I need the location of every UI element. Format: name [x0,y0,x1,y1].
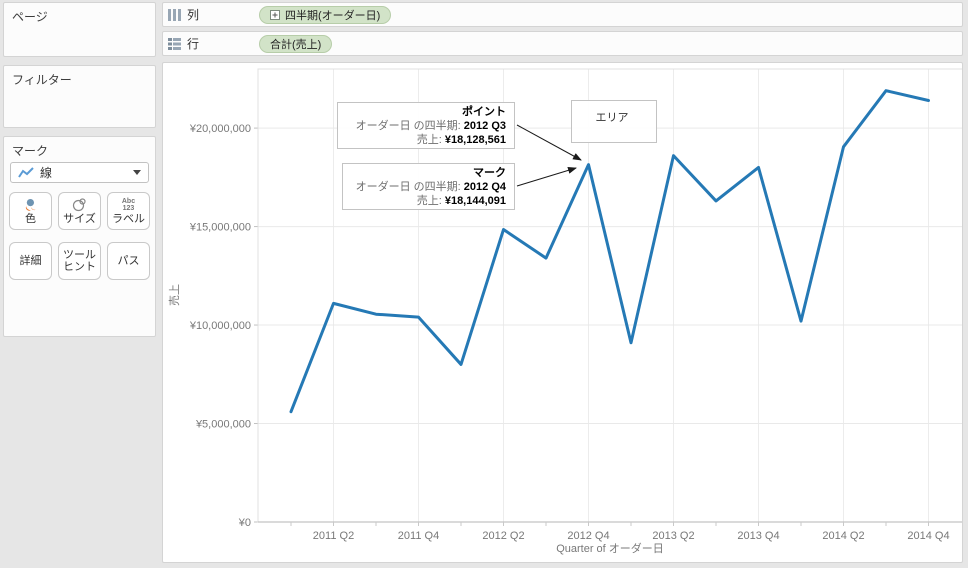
columns-pill-label: 四半期(オーダー日) [285,10,381,22]
size-button-label: サイズ [63,213,96,225]
rows-pill[interactable]: 合計(売上) [259,35,333,53]
pages-shelf[interactable]: ページ [3,2,156,57]
point-annotation[interactable]: ポイント オーダー日 の四半期: 2012 Q3 売上: ¥18,128,561 [337,102,515,149]
svg-text:2011 Q4: 2011 Q4 [398,530,439,542]
columns-shelf-label: 列 [187,8,200,22]
rows-pill-label: 合計(売上) [270,39,322,51]
rows-shelf[interactable]: 行 合計(売上) [162,31,963,56]
mark-type-dropdown[interactable]: 線 [10,162,149,183]
mark-annotation[interactable]: マーク オーダー日 の四半期: 2012 Q4 売上: ¥18,144,091 [342,163,515,210]
svg-text:2013 Q4: 2013 Q4 [737,530,779,542]
svg-text:¥10,000,000: ¥10,000,000 [189,320,251,332]
color-button-label: 色 [25,213,36,225]
marks-card: マーク 線 色 サイズ [3,136,156,337]
label-icon: Abc 123 [121,198,136,212]
marks-buttons: 色 サイズ Abc 123 ラベル 詳細 ツールヒント [9,192,155,280]
svg-text:¥20,000,000: ¥20,000,000 [189,123,251,135]
svg-text:2012 Q4: 2012 Q4 [567,530,609,542]
expand-plus-icon[interactable] [270,10,280,20]
color-button[interactable]: 色 [9,192,52,230]
tooltip-button-label: ツールヒント [63,249,96,273]
color-icon [23,197,38,213]
rows-shelf-label: 行 [187,37,200,51]
x-axis-title: Quarter of オーダー日 [556,543,664,555]
filters-shelf-title: フィルター [12,73,72,87]
detail-button-label: 詳細 [19,255,42,267]
filters-shelf[interactable]: フィルター [3,65,156,128]
y-axis-title: 売上 [169,284,181,306]
columns-shelf[interactable]: 列 四半期(オーダー日) [162,2,963,27]
svg-text:¥0: ¥0 [238,517,251,529]
size-icon [72,197,87,213]
marks-card-title: マーク [12,144,49,158]
mark-type-value: 線 [40,166,53,180]
path-button-label: パス [117,255,140,267]
tooltip-button[interactable]: ツールヒント [58,242,101,280]
size-button[interactable]: サイズ [58,192,101,230]
sales-line-chart[interactable]: ¥0 ¥5,000,000 ¥10,000,000 ¥15,000,000 ¥20,00… [163,63,963,563]
rows-icon [168,37,181,50]
svg-text:2014 Q4: 2014 Q4 [907,530,949,542]
columns-pill[interactable]: 四半期(オーダー日) [259,6,392,24]
label-button[interactable]: Abc 123 ラベル [107,192,150,230]
svg-text:2014 Q2: 2014 Q2 [822,530,864,542]
dropdown-caret-icon [133,170,141,175]
label-button-label: ラベル [112,213,145,225]
area-annotation[interactable]: エリア [571,100,657,143]
svg-text:¥5,000,000: ¥5,000,000 [195,419,251,431]
detail-button[interactable]: 詳細 [9,242,52,280]
line-mark-icon [18,166,34,178]
chart-area: ¥0 ¥5,000,000 ¥10,000,000 ¥15,000,000 ¥20,00… [162,62,963,563]
svg-text:2013 Q2: 2013 Q2 [652,530,694,542]
svg-text:2011 Q2: 2011 Q2 [313,530,354,542]
path-button[interactable]: パス [107,242,150,280]
pages-shelf-title: ページ [12,10,48,24]
svg-text:¥15,000,000: ¥15,000,000 [189,222,251,234]
svg-text:2012 Q2: 2012 Q2 [482,530,524,542]
columns-icon [168,8,181,21]
